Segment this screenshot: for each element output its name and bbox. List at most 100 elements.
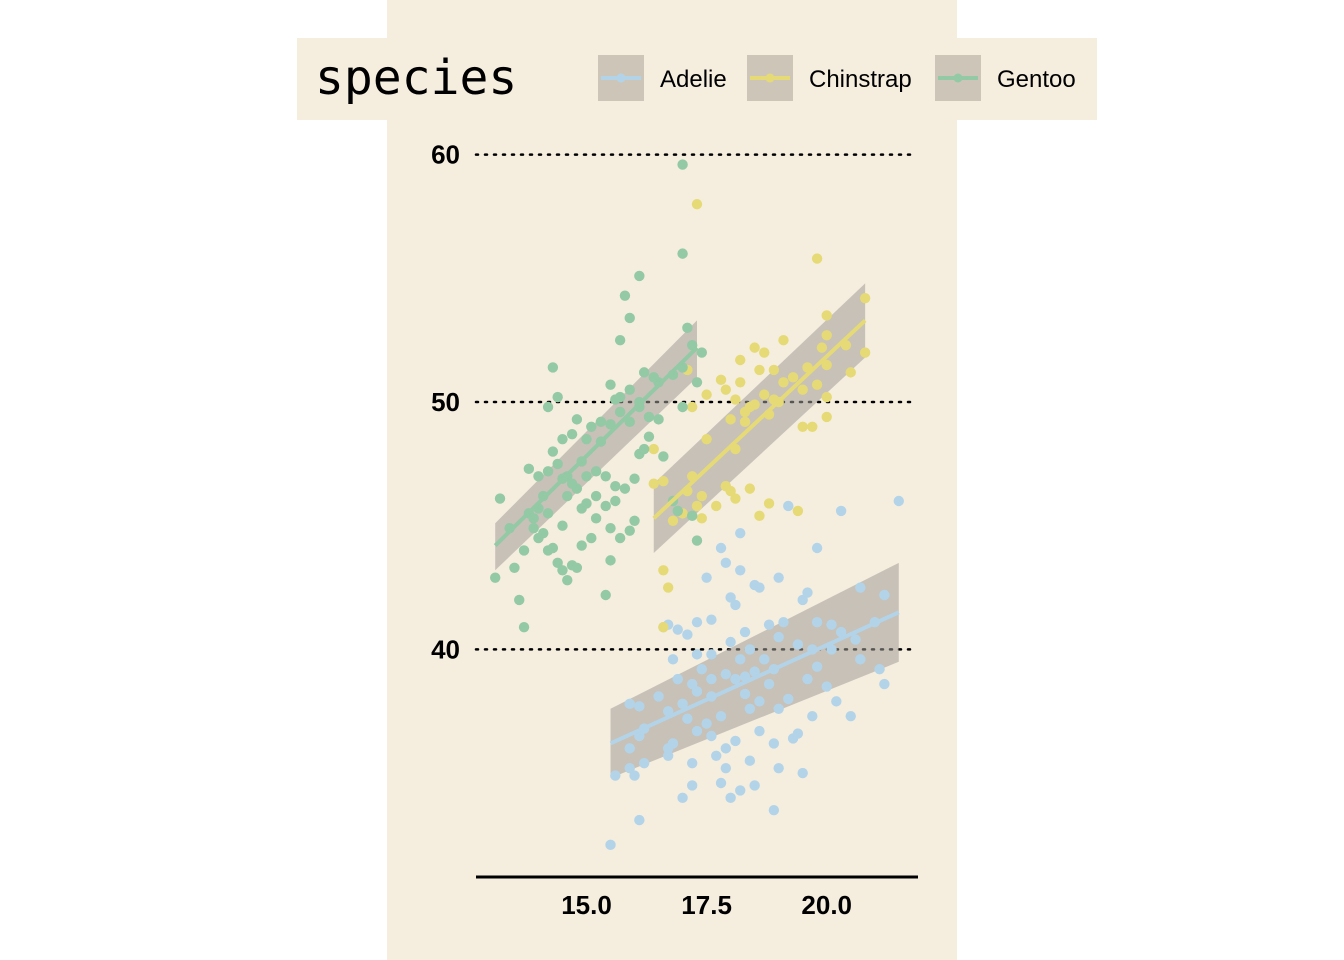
data-point-adelie-38 [691, 686, 703, 697]
data-point-adelie-76 [691, 617, 703, 628]
data-point-gentoo-83 [643, 431, 655, 442]
data-point-chinstrap-36 [797, 421, 808, 432]
data-point-adelie-27 [792, 728, 804, 739]
data-point-chinstrap-3 [658, 621, 669, 633]
data-point-chinstrap-10 [696, 490, 708, 502]
data-point-adelie-35 [634, 701, 645, 712]
legend-key-chinstrap [747, 55, 793, 101]
data-point-adelie-89 [759, 654, 770, 665]
data-point-adelie-0 [605, 839, 616, 851]
legend-key-adelie [598, 55, 644, 101]
data-point-adelie-60 [879, 589, 890, 601]
data-point-adelie-2 [677, 792, 688, 804]
data-point-adelie-95 [735, 527, 746, 539]
data-point-chinstrap-0 [648, 478, 659, 489]
data-point-gentoo-92 [638, 443, 650, 455]
data-point-chinstrap-61 [667, 515, 679, 526]
data-point-chinstrap-51 [749, 342, 760, 353]
data-point-adelie-62 [835, 505, 847, 517]
data-point-gentoo-1 [494, 493, 506, 504]
data-point-gentoo-13 [562, 574, 573, 586]
data-point-chinstrap-31 [768, 364, 780, 376]
data-point-chinstrap-62 [696, 513, 708, 524]
data-point-adelie-32 [715, 711, 727, 722]
fit-line-gentoo [493, 346, 699, 547]
data-point-gentoo-23 [614, 532, 626, 544]
data-point-gentoo-82 [658, 451, 669, 462]
data-point-adelie-44 [730, 673, 741, 685]
data-point-adelie-36 [624, 698, 635, 710]
data-point-gentoo-48 [643, 411, 655, 423]
data-point-gentoo-43 [595, 416, 607, 428]
data-point-adelie-91 [696, 664, 708, 675]
data-point-adelie-93 [730, 599, 741, 611]
data-point-adelie-104 [711, 750, 722, 761]
data-point-adelie-26 [754, 725, 765, 737]
x-tick-label-2: 20.0 [801, 890, 852, 920]
data-point-adelie-31 [744, 703, 756, 714]
data-point-adelie-43 [763, 678, 775, 690]
data-point-gentoo-84 [691, 377, 703, 388]
data-point-chinstrap-37 [807, 421, 818, 432]
data-point-adelie-78 [672, 624, 683, 635]
data-point-adelie-105 [735, 654, 746, 665]
data-point-adelie-86 [763, 619, 775, 630]
data-point-adelie-48 [749, 666, 760, 677]
data-point-gentoo-3 [509, 562, 520, 573]
data-point-gentoo-80 [691, 535, 703, 546]
data-point-adelie-21 [730, 735, 741, 747]
data-point-gentoo-33 [600, 471, 611, 482]
data-point-gentoo-52 [605, 379, 616, 390]
data-point-gentoo-86 [610, 394, 621, 405]
legend-label-chinstrap: Chinstrap [809, 66, 912, 93]
data-point-adelie-47 [720, 668, 732, 680]
data-point-chinstrap-49 [811, 253, 823, 264]
data-point-gentoo-34 [610, 480, 621, 492]
data-points [490, 159, 904, 851]
data-point-adelie-77 [682, 629, 693, 640]
data-point-chinstrap-60 [691, 198, 703, 210]
data-point-adelie-97 [706, 614, 717, 625]
data-point-chinstrap-21 [686, 401, 698, 413]
legend-swatch-gentoo-icon [938, 73, 978, 83]
data-point-gentoo-24 [624, 525, 635, 536]
data-point-chinstrap-47 [859, 292, 871, 304]
data-point-chinstrap-4 [648, 443, 659, 455]
data-point-chinstrap-41 [821, 359, 832, 371]
data-point-gentoo-20 [590, 490, 602, 502]
data-point-adelie-42 [783, 693, 794, 705]
data-point-adelie-7 [749, 780, 760, 791]
data-point-chinstrap-20 [701, 433, 712, 445]
data-point-adelie-30 [773, 703, 784, 714]
data-point-chinstrap-46 [859, 347, 871, 358]
data-point-gentoo-56 [638, 367, 650, 378]
data-point-gentoo-69 [547, 362, 559, 373]
data-point-adelie-29 [807, 711, 818, 722]
data-point-chinstrap-40 [821, 391, 832, 403]
data-point-chinstrap-63 [744, 401, 756, 413]
data-point-gentoo-61 [696, 347, 708, 358]
data-point-adelie-54 [826, 644, 837, 655]
data-point-gentoo-35 [619, 483, 631, 494]
data-point-adelie-103 [629, 770, 640, 781]
axis-labels: 40 50 60 15.0 17.5 20.0 [431, 140, 852, 920]
data-point-adelie-71 [735, 565, 746, 576]
fit-lines [493, 318, 900, 746]
data-point-gentoo-32 [590, 466, 602, 477]
data-point-gentoo-40 [571, 414, 583, 425]
data-point-adelie-66 [797, 594, 808, 606]
data-point-chinstrap-42 [816, 342, 828, 353]
data-point-chinstrap-25 [730, 394, 741, 405]
data-point-gentoo-91 [610, 495, 621, 507]
data-point-gentoo-97 [547, 542, 559, 554]
data-point-gentoo-31 [581, 471, 592, 482]
data-point-chinstrap-38 [811, 379, 823, 390]
data-point-chinstrap-19 [792, 505, 804, 517]
data-point-gentoo-16 [557, 520, 568, 531]
x-tick-label-0: 15.0 [561, 890, 612, 920]
data-point-gentoo-27 [542, 466, 554, 477]
data-point-chinstrap-27 [739, 416, 751, 428]
data-point-adelie-6 [735, 785, 746, 796]
data-point-gentoo-4 [514, 594, 525, 606]
